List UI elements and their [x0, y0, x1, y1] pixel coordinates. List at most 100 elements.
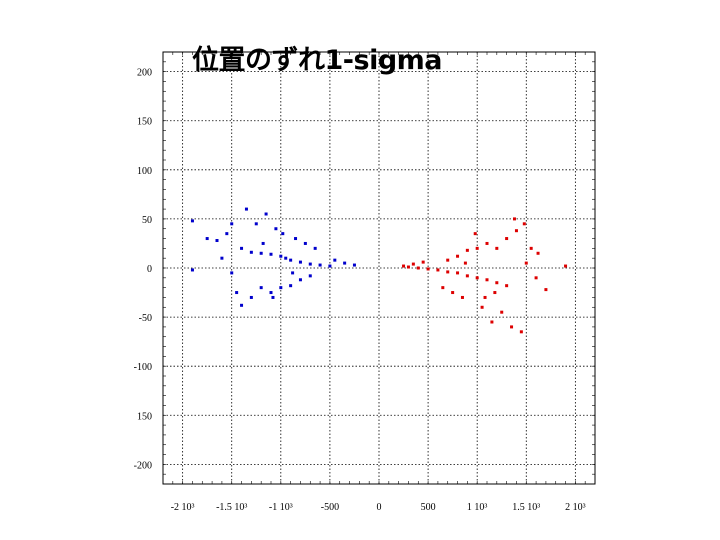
data-point — [240, 246, 244, 250]
data-point — [411, 262, 415, 266]
data-point — [416, 266, 420, 270]
data-point — [318, 263, 322, 267]
minor-ticks — [162, 51, 596, 485]
x-tick-label: 1 10³ — [467, 502, 488, 513]
y-tick-label: 150 — [137, 411, 152, 422]
data-point — [524, 261, 528, 265]
data-point — [480, 305, 484, 309]
data-point — [215, 239, 219, 243]
data-point — [475, 276, 479, 280]
x-tick-label: 500 — [421, 502, 436, 513]
data-point — [284, 256, 288, 260]
x-tick-label: -500 — [321, 502, 339, 513]
y-tick-label: 100 — [137, 166, 152, 177]
data-point — [235, 291, 239, 295]
data-point — [313, 246, 317, 250]
x-tick-label: -2 10³ — [171, 502, 195, 513]
data-point — [505, 237, 509, 241]
data-point — [544, 288, 548, 292]
series-0-points — [190, 207, 356, 307]
series-1-points — [402, 217, 568, 334]
data-point — [291, 271, 295, 275]
data-point — [249, 295, 253, 299]
data-point — [463, 261, 467, 265]
data-point — [294, 237, 298, 241]
y-tick-label: -50 — [139, 313, 152, 324]
data-point — [473, 232, 477, 236]
data-point — [205, 237, 209, 241]
data-point — [274, 227, 278, 231]
x-tick-label: 1.5 10³ — [512, 502, 540, 513]
y-tick-label: 50 — [142, 215, 152, 226]
chart-title: 位置のずれ1-sigma — [192, 45, 443, 76]
data-point — [289, 258, 293, 262]
data-point — [485, 278, 489, 282]
x-tick-label: 2 10³ — [565, 502, 586, 513]
data-point — [298, 278, 302, 282]
data-point — [512, 217, 516, 221]
data-point — [446, 270, 450, 274]
data-point — [456, 254, 460, 258]
data-point — [289, 284, 293, 288]
y-tick-label: 200 — [137, 68, 152, 79]
data-point — [264, 212, 268, 216]
data-point — [225, 232, 229, 236]
data-point — [421, 260, 425, 264]
data-point — [328, 264, 332, 268]
data-point — [279, 286, 283, 290]
grid-lines — [163, 52, 595, 484]
data-point — [303, 241, 307, 245]
data-point — [259, 251, 263, 255]
data-point — [495, 281, 499, 285]
data-point — [446, 258, 450, 262]
data-point — [564, 264, 568, 268]
data-point — [529, 246, 533, 250]
data-point — [436, 268, 440, 272]
y-tick-labels: 200 150 100 50 0 -50 -100 150 -200 — [134, 68, 152, 472]
data-point — [441, 286, 445, 290]
data-point — [271, 295, 275, 299]
data-point — [475, 246, 479, 250]
data-point — [190, 219, 194, 223]
data-point — [254, 222, 258, 226]
data-point — [465, 274, 469, 278]
data-point — [230, 271, 234, 275]
data-point — [230, 222, 234, 226]
data-point — [244, 207, 248, 211]
data-point — [308, 262, 312, 266]
data-point — [495, 246, 499, 250]
data-point — [456, 271, 460, 275]
data-point — [536, 251, 540, 255]
data-point — [261, 241, 265, 245]
data-point — [240, 303, 244, 307]
data-point — [460, 295, 464, 299]
data-point — [249, 250, 253, 254]
plot-frame — [162, 51, 596, 485]
data-point — [279, 254, 283, 258]
data-point — [485, 241, 489, 245]
y-tick-label: -200 — [134, 460, 152, 471]
data-point — [298, 260, 302, 264]
data-point — [426, 267, 430, 271]
y-tick-label: 0 — [147, 264, 152, 275]
x-tick-label: -1 10³ — [269, 502, 293, 513]
data-point — [490, 320, 494, 324]
data-point — [220, 256, 224, 260]
data-point — [259, 286, 263, 290]
data-point — [514, 229, 518, 233]
data-point — [534, 276, 538, 280]
data-point — [465, 248, 469, 252]
y-tick-label: -100 — [134, 362, 152, 373]
x-tick-label: -1.5 10³ — [216, 502, 247, 513]
data-point — [493, 291, 497, 295]
data-point — [500, 310, 504, 314]
data-point — [333, 258, 337, 262]
data-point — [510, 325, 514, 329]
data-point — [352, 263, 356, 267]
data-point — [269, 252, 273, 256]
data-point — [269, 291, 273, 295]
data-point — [281, 232, 285, 236]
y-tick-label: 150 — [137, 117, 152, 128]
